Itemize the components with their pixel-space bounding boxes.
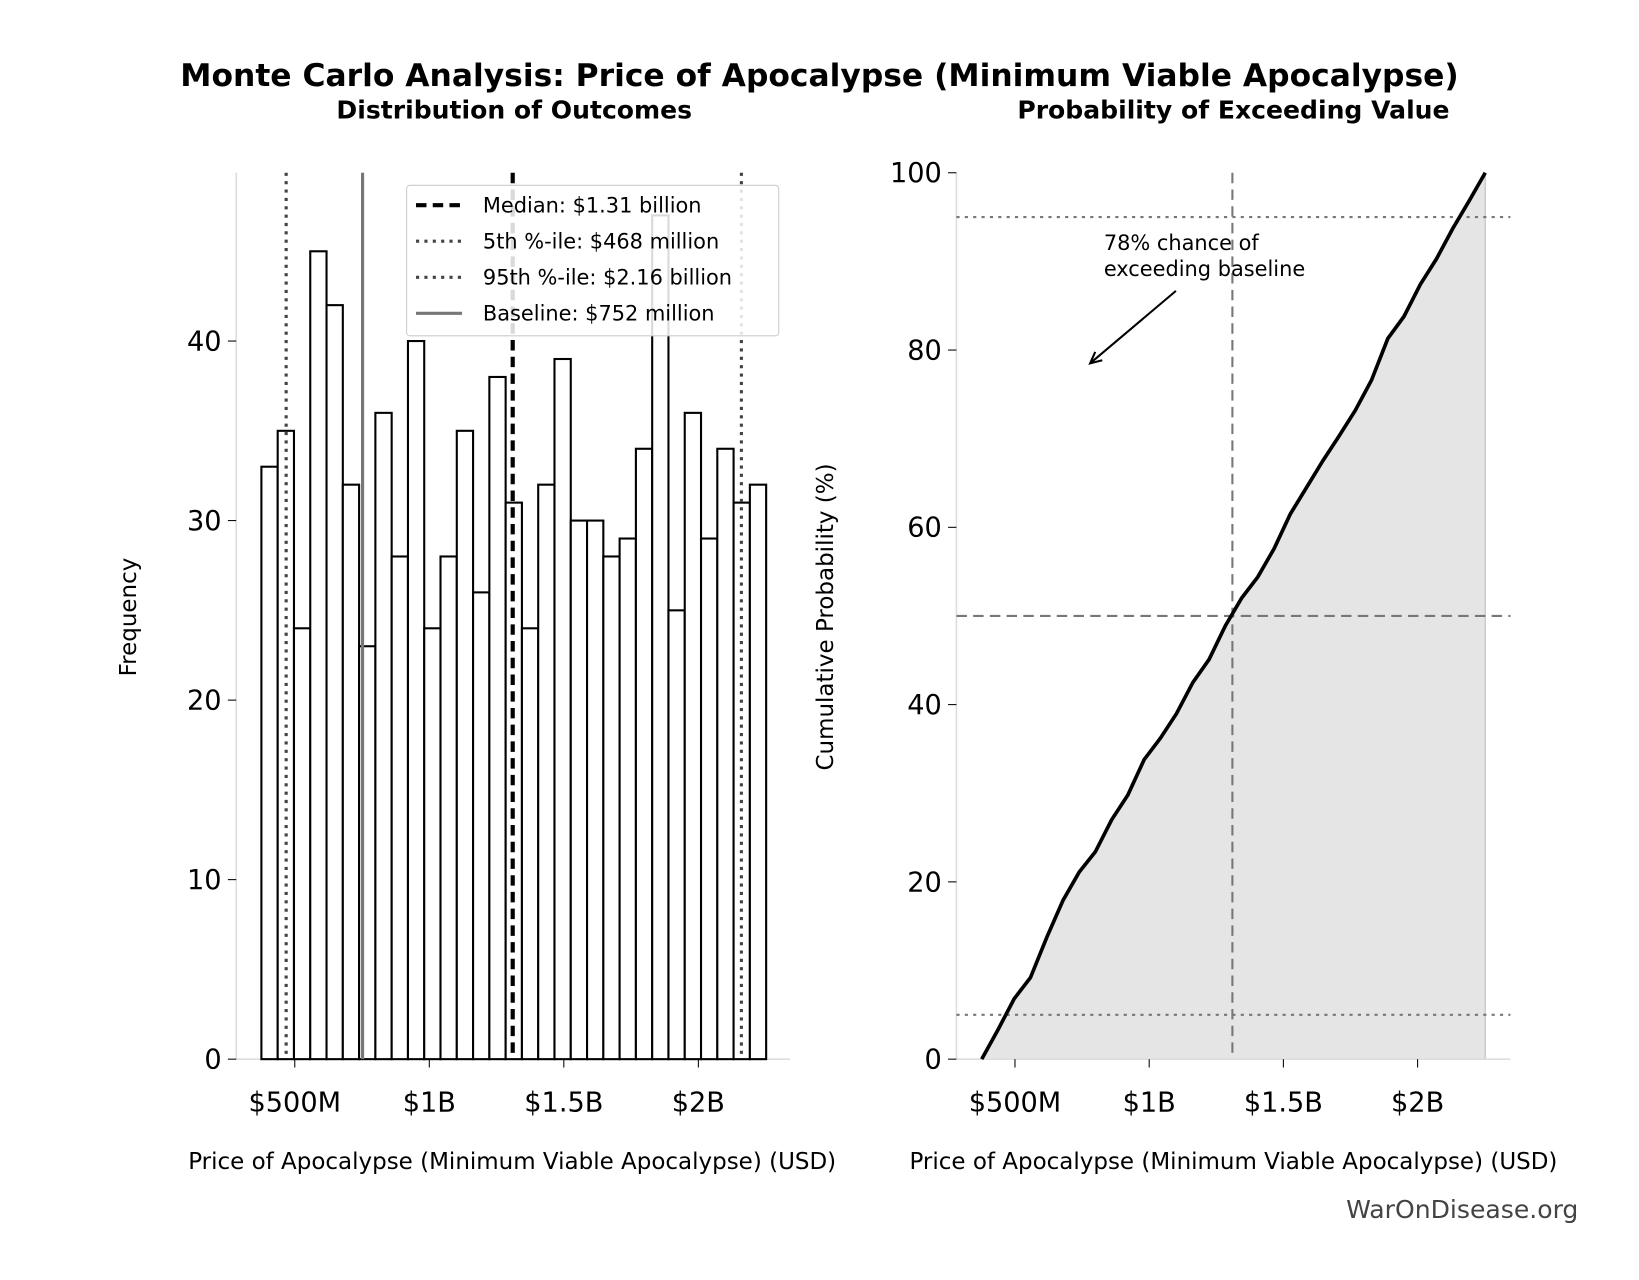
x-tick-label: $2B <box>672 1087 725 1118</box>
histogram-bar <box>699 537 719 1061</box>
histogram-bar <box>716 447 735 1061</box>
watermark: WarOnDisease.org <box>1346 1195 1578 1224</box>
histogram-bar <box>618 537 637 1061</box>
legend-label: 5th %-ile: $468 million <box>483 230 719 254</box>
histogram-bar <box>667 609 686 1061</box>
histogram-bar <box>439 555 458 1061</box>
x-tick-label: $1B <box>1123 1087 1176 1118</box>
y-tick-label: 100 <box>890 158 942 189</box>
right-chart-title: Probability of Exceeding Value <box>1017 95 1449 124</box>
histogram-bar <box>406 340 426 1061</box>
annotation: 78% chance of exceeding baseline <box>1104 231 1305 281</box>
right-chart: 0 20 40 60 80 100 $500M $1B $1.5B $2B <box>890 158 1511 1118</box>
histogram-bar <box>374 411 393 1061</box>
annotation-line-1: 78% chance of <box>1104 231 1260 255</box>
y-tick-label: 20 <box>907 867 942 898</box>
cumulative-curve <box>980 171 1487 1061</box>
histogram-bar <box>472 591 491 1061</box>
histogram-bar <box>748 483 768 1061</box>
figure-title: Monte Carlo Analysis: Price of Apocalyps… <box>180 58 1458 94</box>
left-x-axis-label: Price of Apocalypse (Minimum Viable Apoc… <box>188 1149 836 1175</box>
histogram-bar <box>553 357 572 1061</box>
histogram-bar <box>488 375 507 1061</box>
arrow-head-icon <box>1088 351 1103 365</box>
x-tick-label: $1.5B <box>1244 1087 1323 1118</box>
annotation-arrow <box>1089 290 1177 365</box>
histogram-bar <box>325 304 344 1061</box>
left-chart: 0 10 20 30 40 $500M $1B $1.5B $2B <box>187 172 791 1118</box>
y-tick-label: 10 <box>187 865 222 896</box>
histogram-bar <box>390 555 409 1061</box>
x-tick-label: $1.5B <box>524 1087 603 1118</box>
histogram-bar <box>602 555 621 1061</box>
y-tick-label: 40 <box>907 690 942 721</box>
x-tick-label: $1B <box>403 1087 456 1118</box>
y-tick-label: 60 <box>907 513 942 544</box>
histogram-bar <box>569 519 589 1061</box>
left-chart-title: Distribution of Outcomes <box>336 95 692 124</box>
histogram-bar <box>634 447 654 1061</box>
y-tick-label: 80 <box>907 335 942 366</box>
legend-label: 95th %-ile: $2.16 billion <box>483 266 732 290</box>
histogram-bar <box>260 465 279 1061</box>
y-tick-label: 40 <box>187 326 222 357</box>
legend: Median: $1.31 billion 5th %-ile: $468 mil… <box>406 184 780 337</box>
histogram-bar <box>423 627 442 1061</box>
legend-label: Baseline: $752 million <box>483 302 715 326</box>
right-x-axis-label: Price of Apocalypse (Minimum Viable Apoc… <box>909 1149 1557 1175</box>
left-y-axis-label: Frequency <box>116 558 142 677</box>
y-tick-label: 0 <box>204 1045 221 1076</box>
legend-box <box>406 184 780 337</box>
histogram-bar <box>683 411 703 1061</box>
histogram-bar <box>292 627 312 1061</box>
histogram-bar <box>520 627 540 1061</box>
histogram-bar <box>341 483 361 1061</box>
annotation-line-2: exceeding baseline <box>1104 257 1305 281</box>
legend-label: Median: $1.31 billion <box>483 193 702 217</box>
histogram-bar <box>455 429 475 1061</box>
histogram-bar <box>651 214 670 1061</box>
x-tick-label: $2B <box>1391 1087 1444 1118</box>
right-y-axis-label: Cumulative Probability (%) <box>813 463 839 770</box>
histogram-bar <box>309 250 328 1061</box>
y-tick-label: 20 <box>187 686 222 717</box>
y-tick-label: 0 <box>925 1045 942 1076</box>
x-tick-label: $500M <box>969 1087 1062 1118</box>
y-tick-label: 30 <box>187 506 222 537</box>
histogram-bar <box>537 483 556 1061</box>
histogram-bar <box>586 519 605 1061</box>
x-tick-label: $500M <box>248 1087 341 1118</box>
